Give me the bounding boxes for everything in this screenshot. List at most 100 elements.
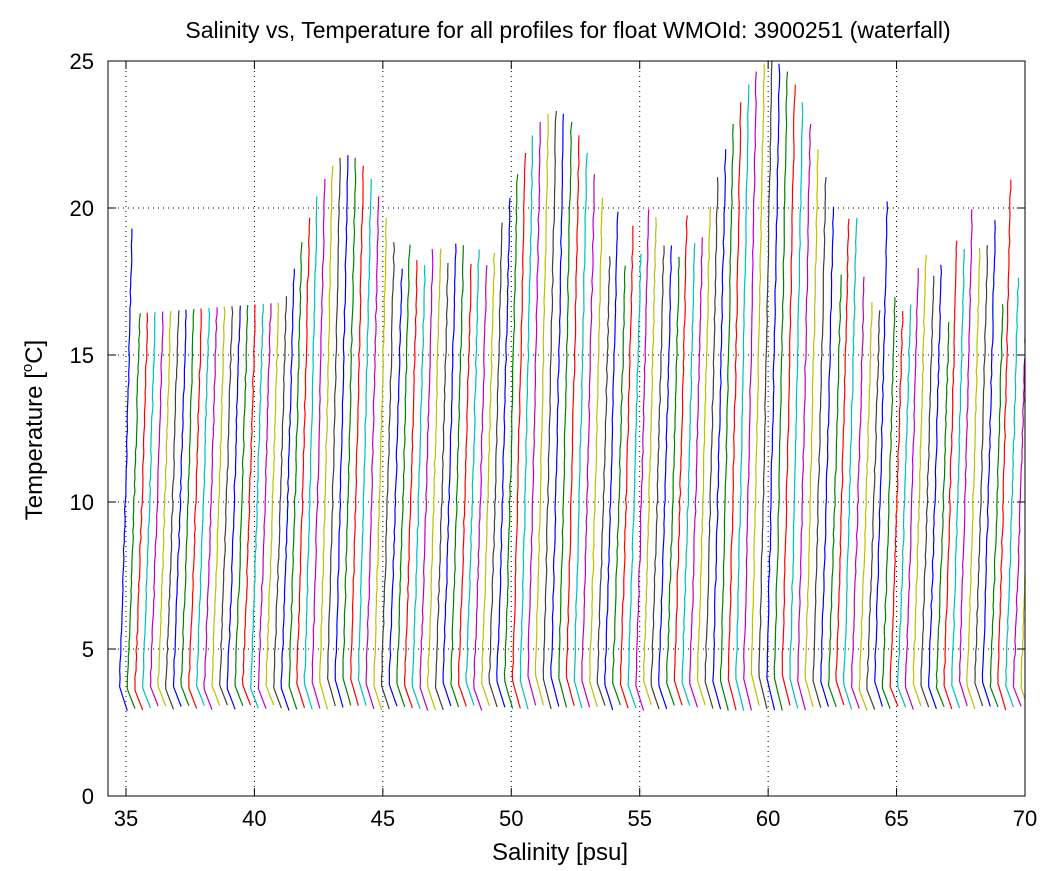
profile-line-33 (373, 217, 387, 711)
profile-line-77 (712, 149, 727, 710)
profile-line-104 (920, 275, 935, 708)
profile-line-112 (981, 220, 996, 707)
profile-line-21 (280, 268, 295, 711)
profile-line-91 (820, 206, 835, 707)
profile-line-9 (188, 308, 202, 709)
profile-line-79 (727, 102, 742, 711)
x-tick-label-3: 50 (499, 806, 523, 831)
profile-line-60 (581, 174, 595, 708)
profile-line-106 (935, 322, 950, 708)
profile-line-97 (866, 310, 881, 710)
x-tick-label-7: 70 (1013, 806, 1037, 831)
profile-line-37 (403, 260, 418, 709)
profile-line-15 (234, 304, 249, 707)
profile-line-52 (519, 135, 534, 710)
profile-line-116 (1012, 331, 1025, 707)
profile-line-22 (288, 242, 303, 710)
profile-line-114 (997, 179, 1012, 711)
profile-line-16 (241, 304, 256, 706)
profile-line-10 (195, 307, 211, 706)
profile-line-68 (642, 217, 657, 706)
profile-line-89 (804, 149, 819, 707)
profile-line-88 (797, 123, 812, 711)
y-tick-label-0: 0 (82, 784, 94, 809)
profile-line-92 (827, 274, 842, 708)
profile-line-23 (296, 217, 311, 709)
profile-line-14 (226, 305, 241, 710)
profile-line-63 (604, 211, 619, 711)
profile-line-48 (488, 222, 503, 708)
profile-line-109 (958, 209, 973, 707)
y-axis-label: Temperature [oC] (19, 340, 48, 520)
profile-line-20 (273, 296, 287, 709)
profile-line-115 (1005, 277, 1020, 708)
profile-line-107 (943, 240, 958, 710)
profile-line-1 (126, 313, 141, 709)
profile-line-45 (465, 249, 480, 706)
y-tick-label-4: 20 (70, 196, 94, 221)
profile-line-53 (527, 121, 541, 706)
profile-line-94 (842, 217, 858, 710)
profile-line-7 (172, 309, 187, 707)
profile-line-85 (773, 71, 789, 711)
profile-line-2 (134, 312, 149, 711)
profile-line-86 (781, 84, 796, 706)
profile-line-32 (365, 196, 380, 710)
profile-line-56 (550, 113, 564, 707)
profile-line-36 (396, 244, 411, 707)
x-tick-label-1: 40 (242, 806, 266, 831)
profile-line-47 (481, 252, 496, 707)
x-axis-label: Salinity [psu] (492, 839, 628, 866)
profile-line-3 (142, 312, 156, 709)
profile-line-83 (758, 61, 773, 709)
x-axis-ticks: 35 40 45 50 55 60 65 70 (114, 61, 1037, 831)
profile-line-105 (928, 264, 943, 709)
profile-line-87 (789, 102, 804, 709)
profile-line-30 (350, 165, 364, 706)
chart-title: Salinity vs, Temperature for all profile… (185, 17, 950, 43)
profile-line-72 (673, 215, 688, 706)
profile-line-61 (588, 197, 604, 708)
profile-line-57 (558, 121, 573, 708)
profile-line-103 (912, 254, 927, 707)
profile-line-95 (850, 276, 865, 709)
profile-line-25 (311, 178, 326, 709)
profile-line-78 (719, 123, 734, 711)
profile-line-58 (565, 135, 580, 706)
y-tick-label-5: 25 (70, 49, 94, 74)
y-axis-label-degree: o (19, 364, 36, 372)
profile-line-76 (704, 177, 719, 709)
y-axis-label-unit: C] (21, 340, 48, 364)
profile-line-111 (974, 245, 989, 707)
profile-line-11 (203, 307, 218, 710)
y-axis-label-main: Temperature [ (21, 372, 48, 520)
profile-line-84 (766, 63, 781, 711)
x-tick-label-4: 55 (627, 806, 651, 831)
profile-line-19 (265, 302, 280, 706)
y-tick-label-2: 10 (70, 490, 94, 515)
profile-line-73 (681, 243, 696, 706)
profile-line-44 (457, 263, 472, 707)
profile-line-108 (951, 249, 965, 709)
profile-line-12 (211, 306, 226, 706)
profile-line-62 (596, 256, 611, 706)
profile-line-17 (249, 303, 264, 709)
profile-line-59 (573, 152, 588, 709)
profile-line-39 (419, 249, 434, 711)
x-tick-label-5: 60 (756, 806, 780, 831)
profile-line-6 (164, 310, 180, 710)
profile-line-110 (966, 248, 981, 710)
profile-line-35 (388, 268, 403, 707)
profile-line-5 (157, 310, 172, 707)
profile-line-117 (1020, 547, 1025, 701)
x-tick-label-0: 35 (114, 806, 138, 831)
profile-line-50 (503, 174, 519, 709)
profile-line-71 (666, 256, 680, 706)
profile-line-29 (342, 157, 357, 706)
profile-line-81 (743, 71, 757, 711)
profile-line-70 (658, 245, 673, 710)
profile-line-31 (357, 178, 372, 706)
profile-line-100 (889, 311, 904, 707)
profile-line-13 (219, 306, 234, 706)
